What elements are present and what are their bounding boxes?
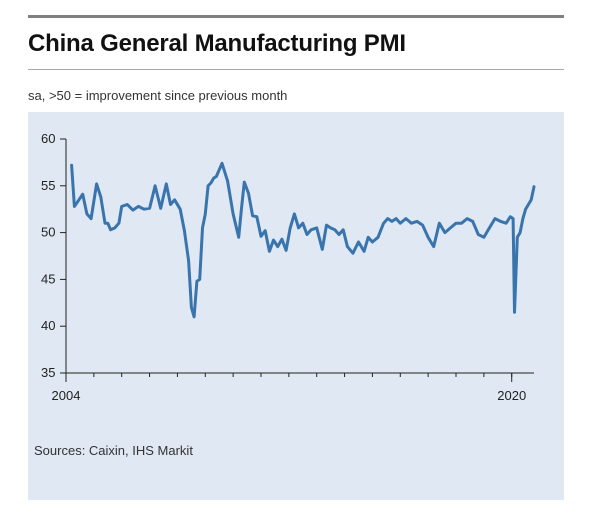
page-title: China General Manufacturing PMI	[28, 30, 406, 57]
title-divider	[28, 69, 564, 70]
y-tick-label-40: 40	[41, 318, 55, 333]
source-note: Sources: Caixin, IHS Markit	[34, 443, 193, 458]
y-tick-label-55: 55	[41, 178, 55, 193]
y-tick-label-45: 45	[41, 271, 55, 286]
pmi-series-line-0	[70, 161, 536, 319]
chart-panel: 35 40 45 50 55 60 2004 2020	[28, 112, 564, 500]
chart-subtitle: sa, >50 = improvement since previous mon…	[28, 88, 288, 103]
x-tick-label-2004: 2004	[52, 388, 81, 403]
top-rule	[28, 15, 564, 18]
y-tick-label-60: 60	[41, 131, 55, 146]
pmi-line-chart: 35 40 45 50 55 60 2004 2020	[41, 131, 536, 403]
y-tick-label-35: 35	[41, 365, 55, 380]
y-tick-label-50: 50	[41, 225, 55, 240]
x-tick-label-2020: 2020	[497, 388, 526, 403]
